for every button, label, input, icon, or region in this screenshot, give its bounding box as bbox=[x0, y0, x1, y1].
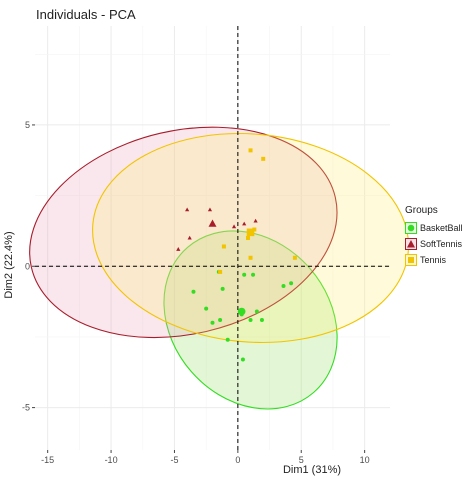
data-point-tennis bbox=[248, 255, 253, 260]
data-point-softtennis bbox=[185, 207, 190, 212]
y-tick-label: 0 bbox=[25, 261, 30, 271]
group-mean-basketball bbox=[237, 307, 246, 316]
data-point-basketball bbox=[240, 357, 245, 362]
legend-title: Groups bbox=[405, 205, 438, 216]
x-tick-label: 0 bbox=[235, 455, 240, 465]
data-point-tennis bbox=[218, 269, 223, 274]
data-point-basketball bbox=[204, 306, 209, 311]
legend-key-tennis bbox=[405, 254, 417, 266]
legend-item-tennis: Tennis bbox=[405, 252, 463, 268]
data-point-tennis bbox=[292, 255, 297, 260]
legend-key-basketball bbox=[405, 222, 417, 234]
confidence-ellipse-softtennis bbox=[29, 126, 338, 339]
data-point-tennis bbox=[246, 236, 250, 240]
data-point-softtennis bbox=[242, 221, 247, 226]
data-point-basketball bbox=[259, 317, 264, 322]
data-point-softtennis bbox=[231, 224, 237, 229]
x-tick-label: 10 bbox=[360, 455, 370, 465]
x-axis-label: Dim1 (31%) bbox=[282, 464, 342, 476]
legend-label-basketball: BasketBall bbox=[420, 223, 463, 233]
data-point-tennis bbox=[252, 227, 257, 232]
legend-label-softtennis: SoftTennis bbox=[420, 239, 463, 249]
confidence-ellipse-tennis bbox=[92, 132, 410, 344]
data-point-basketball bbox=[281, 284, 286, 289]
x-tick-label: -15 bbox=[41, 455, 54, 465]
data-point-softtennis bbox=[176, 247, 181, 251]
plot-panel bbox=[35, 26, 390, 450]
data-point-basketball bbox=[220, 286, 225, 291]
legend-label-tennis: Tennis bbox=[420, 255, 447, 265]
x-tick-label: 5 bbox=[299, 455, 304, 465]
data-point-tennis bbox=[248, 148, 253, 153]
data-point-basketball bbox=[210, 320, 215, 325]
chart-title: Individuals - PCA bbox=[36, 7, 136, 22]
group-mean-softtennis bbox=[208, 219, 217, 227]
legend-key-softtennis bbox=[405, 238, 417, 250]
legend-item-basketball: BasketBall bbox=[405, 220, 463, 236]
data-point-basketball bbox=[254, 309, 259, 314]
legend-item-softtennis: SoftTennis bbox=[405, 236, 463, 252]
data-point-softtennis bbox=[253, 218, 258, 223]
data-point-softtennis bbox=[187, 235, 192, 240]
data-point-basketball bbox=[289, 281, 294, 286]
data-point-basketball bbox=[251, 272, 256, 277]
legend: Groups BasketBall SoftTennis Tennis bbox=[405, 205, 463, 268]
data-point-basketball bbox=[225, 337, 230, 342]
group-mean-tennis bbox=[246, 228, 255, 237]
y-tick-label: -5 bbox=[22, 403, 30, 413]
x-tick-label: -5 bbox=[170, 455, 178, 465]
data-point-basketball bbox=[248, 317, 253, 322]
data-point-tennis bbox=[221, 244, 226, 249]
x-tick-label: -10 bbox=[105, 455, 118, 465]
data-point-softtennis bbox=[207, 207, 213, 212]
data-point-tennis bbox=[261, 156, 266, 161]
y-tick-label: 5 bbox=[25, 120, 30, 130]
y-axis-label: Dim2 (22.4%) bbox=[3, 231, 15, 299]
data-point-basketball bbox=[191, 289, 196, 294]
data-point-basketball bbox=[218, 317, 223, 322]
data-point-basketball bbox=[242, 272, 247, 277]
